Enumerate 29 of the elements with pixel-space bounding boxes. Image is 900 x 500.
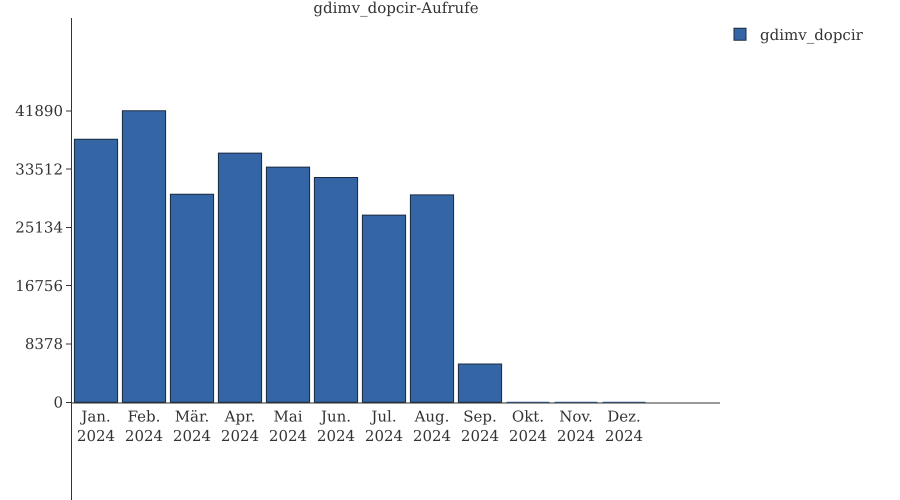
- bar: [266, 166, 310, 403]
- bar: [122, 110, 166, 403]
- y-tick-label: 25134: [15, 218, 63, 237]
- legend-label: gdimv_dopcir: [760, 26, 864, 44]
- y-tick-label: 0: [53, 394, 63, 412]
- x-tick-label: Feb. 2024: [124, 407, 164, 445]
- y-tick-label: 8378: [24, 335, 63, 354]
- bar: [170, 194, 214, 403]
- x-tick-label: Jun. 2024: [316, 407, 356, 445]
- y-tick-label: 16756: [15, 276, 63, 295]
- x-tick-label: Aug. 2024: [412, 407, 452, 445]
- x-tick-label: Nov. 2024: [556, 407, 596, 445]
- x-tick-label: Jul. 2024: [364, 407, 404, 445]
- chart-title: gdimv_dopcir-Aufrufe: [313, 0, 479, 17]
- y-tick-label: 33512: [15, 160, 63, 178]
- x-tick-label: Mär. 2024: [172, 407, 212, 445]
- x-tick-label: Dez. 2024: [604, 407, 644, 445]
- bar: [458, 364, 502, 403]
- x-tick-label: Jan. 2024: [76, 407, 116, 445]
- bar: [410, 194, 454, 403]
- bar: [362, 214, 406, 403]
- bar: [74, 138, 118, 403]
- x-tick-label: Sep. 2024: [460, 407, 500, 445]
- bar: [218, 152, 262, 403]
- x-tick-label: Mai 2024: [268, 407, 308, 445]
- bar: [314, 177, 358, 403]
- x-tick-label: Apr. 2024: [220, 407, 260, 445]
- x-tick-label: Okt. 2024: [508, 407, 548, 445]
- y-tick-label: 41890: [15, 102, 63, 120]
